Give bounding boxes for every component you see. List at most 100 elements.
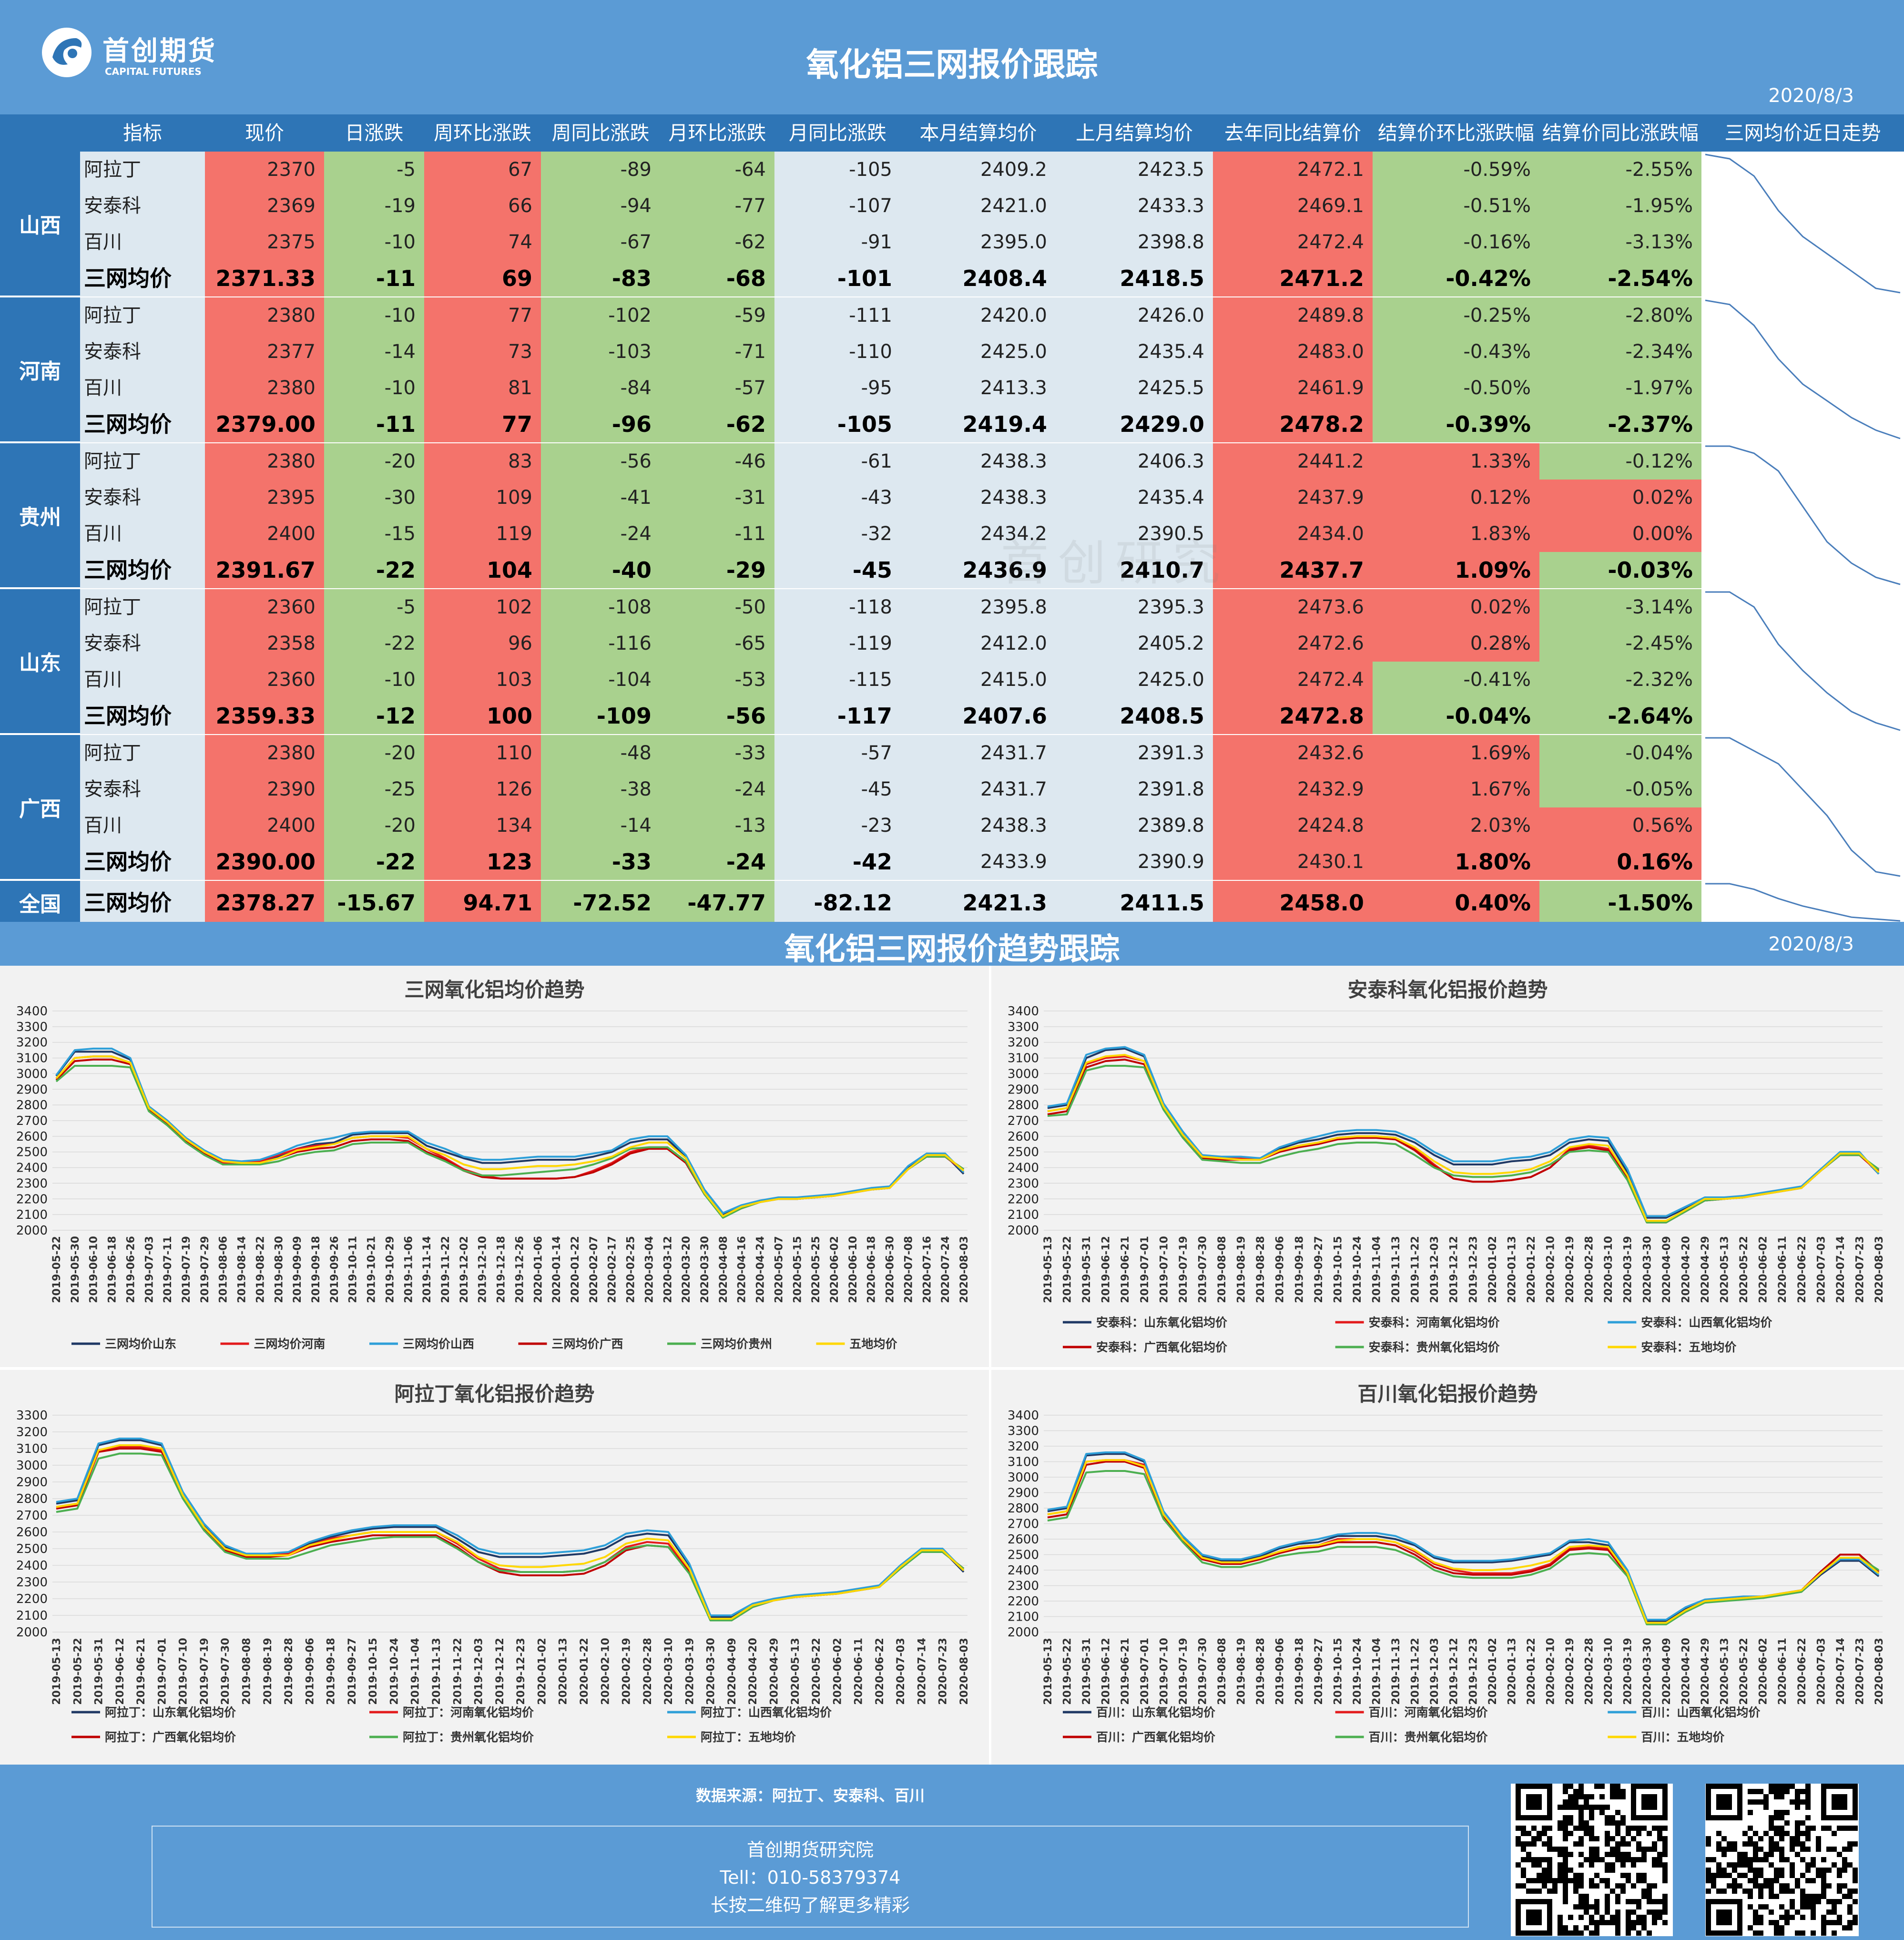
table-cell: -20 <box>324 443 424 480</box>
table-cell: 2395 <box>205 480 324 516</box>
table-cell: -91 <box>774 224 901 260</box>
legend-label: 百川：五地均价 <box>1641 1730 1725 1744</box>
legend-label: 三网均价广西 <box>552 1337 623 1351</box>
table-cell: -83 <box>541 260 660 296</box>
table-cell: 2437.7 <box>1213 552 1373 588</box>
x-tick-label: 2019-08-22 <box>255 1236 266 1303</box>
sparkline-series <box>1705 445 1901 585</box>
legend-label: 五地均价 <box>850 1337 898 1351</box>
x-tick-label: 2020-07-03 <box>1815 1638 1827 1705</box>
x-tick-label: 2019-09-06 <box>1274 1236 1286 1303</box>
qr-code-app-icon[interactable] <box>1705 1784 1859 1936</box>
y-tick-label: 2800 <box>1008 1098 1039 1113</box>
table-cell: -101 <box>774 260 901 296</box>
row-label: 阿拉丁 <box>80 589 205 625</box>
col-header: 日涨跌 <box>324 114 424 152</box>
table-cell: -0.16% <box>1373 224 1539 260</box>
region-label: 广西 <box>0 735 80 881</box>
row-label: 三网均价 <box>80 881 205 925</box>
brand-logo[interactable]: 首创期货 CAPITAL FUTURES <box>38 24 215 86</box>
x-tick-label: 2020-03-30 <box>705 1638 717 1705</box>
y-tick-label: 2900 <box>1008 1082 1039 1097</box>
table-cell: -102 <box>541 297 660 334</box>
table-cell: 0.00% <box>1539 516 1701 552</box>
x-tick-label: 2020-05-13 <box>1719 1236 1731 1303</box>
row-separator <box>80 442 1904 443</box>
table-cell: 2489.8 <box>1213 297 1373 334</box>
table-cell: -10 <box>324 370 424 406</box>
table-cell: 96 <box>424 625 541 662</box>
x-tick-label: 2020-06-11 <box>1777 1236 1789 1303</box>
legend-label: 三网均价贵州 <box>701 1337 772 1351</box>
table-cell: -32 <box>774 516 901 552</box>
x-tick-label: 2020-06-22 <box>1796 1236 1808 1303</box>
legend-label: 百川：山西氧化铝均价 <box>1641 1705 1761 1719</box>
y-tick-label: 2600 <box>1008 1532 1039 1547</box>
table-cell: 2408.4 <box>901 260 1056 296</box>
x-tick-label: 2019-10-29 <box>384 1236 396 1303</box>
chart-title: 百川氧化铝报价趋势 <box>1357 1382 1537 1406</box>
qr-code-wechat-icon[interactable] <box>1511 1784 1673 1936</box>
x-tick-label: 2019-06-12 <box>1100 1236 1112 1303</box>
table-cell: -53 <box>660 662 774 698</box>
x-tick-label: 2019-07-10 <box>1158 1638 1170 1705</box>
col-header: 月同比涨跌 <box>774 114 901 152</box>
table-cell: -105 <box>774 152 901 188</box>
table-cell: 134 <box>424 807 541 844</box>
x-tick-label: 2019-12-26 <box>514 1236 526 1303</box>
table-cell: -77 <box>660 188 774 224</box>
x-tick-label: 2020-02-17 <box>607 1236 619 1303</box>
x-tick-label: 2019-05-13 <box>1042 1638 1054 1705</box>
table-cell: -47.77 <box>660 881 774 925</box>
sparkline-series <box>1705 153 1901 294</box>
y-tick-label: 2200 <box>1008 1594 1039 1609</box>
table-cell: -65 <box>660 625 774 662</box>
x-tick-label: 2020-02-19 <box>621 1638 633 1705</box>
x-tick-label: 2019-07-19 <box>199 1638 211 1705</box>
x-tick-label: 2019-08-14 <box>236 1236 248 1303</box>
y-tick-label: 3000 <box>1008 1067 1039 1081</box>
x-tick-label: 2019-11-04 <box>410 1638 422 1705</box>
x-tick-label: 2020-02-28 <box>1584 1638 1596 1705</box>
x-tick-label: 2020-05-07 <box>773 1236 785 1303</box>
table-cell: -0.51% <box>1373 188 1539 224</box>
x-tick-label: 2019-06-12 <box>1100 1638 1112 1705</box>
col-header: 指标 <box>80 114 205 152</box>
chart-title: 安泰科氧化铝报价趋势 <box>1347 978 1548 1001</box>
x-tick-label: 2020-07-14 <box>916 1638 928 1705</box>
table-cell: 2435.4 <box>1056 480 1213 516</box>
table-cell: 2430.1 <box>1213 844 1373 880</box>
table-cell: 119 <box>424 516 541 552</box>
x-tick-label: 2020-04-09 <box>1661 1638 1673 1705</box>
table-cell: -3.13% <box>1539 224 1701 260</box>
table-cell: 2472.6 <box>1213 625 1373 662</box>
table-cell: -108 <box>541 589 660 625</box>
x-tick-label: 2019-07-30 <box>220 1638 232 1705</box>
series-line <box>55 1051 965 1216</box>
x-tick-label: 2019-06-26 <box>125 1236 137 1303</box>
table-cell: 2391.8 <box>1056 771 1213 807</box>
table-cell: 2413.3 <box>901 370 1056 406</box>
x-tick-label: 2020-03-04 <box>643 1236 655 1303</box>
x-tick-label: 2019-07-03 <box>143 1236 155 1303</box>
y-tick-label: 2400 <box>1008 1161 1039 1175</box>
table-cell: 1.83% <box>1373 516 1539 552</box>
region-label: 河南 <box>0 297 80 443</box>
x-tick-label: 2020-06-02 <box>1758 1236 1770 1303</box>
x-tick-label: 2019-06-21 <box>1120 1638 1131 1705</box>
table-cell: -109 <box>541 698 660 734</box>
table-cell: -115 <box>774 662 901 698</box>
brand-name-en: CAPITAL FUTURES <box>105 66 202 77</box>
table-cell: -48 <box>541 735 660 771</box>
x-tick-label: 2019-08-08 <box>1216 1638 1228 1705</box>
x-tick-label: 2020-04-29 <box>768 1638 780 1705</box>
x-tick-label: 2019-11-13 <box>431 1638 443 1705</box>
y-tick-label: 2500 <box>16 1542 48 1556</box>
col-header: 周环比涨跌 <box>424 114 541 152</box>
row-label: 百川 <box>80 807 205 844</box>
table-cell: -103 <box>541 334 660 370</box>
x-tick-label: 2020-06-11 <box>853 1638 865 1705</box>
table-cell: 1.67% <box>1373 771 1539 807</box>
x-tick-label: 2019-09-18 <box>1293 1236 1305 1303</box>
x-tick-label: 2020-05-13 <box>790 1638 802 1705</box>
